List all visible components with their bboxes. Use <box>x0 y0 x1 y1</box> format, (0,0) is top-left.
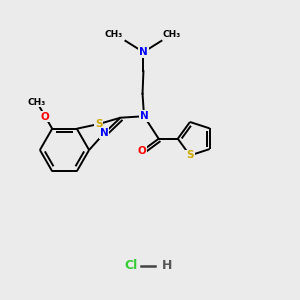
Text: S: S <box>186 151 194 160</box>
Text: H: H <box>162 259 172 272</box>
Text: Cl: Cl <box>125 259 138 272</box>
Text: CH₃: CH₃ <box>28 98 46 106</box>
Text: N: N <box>100 128 109 138</box>
Text: S: S <box>95 119 103 129</box>
Text: CH₃: CH₃ <box>163 30 181 39</box>
Text: O: O <box>137 146 146 156</box>
Text: O: O <box>41 112 50 122</box>
Text: CH₃: CH₃ <box>104 30 122 39</box>
Text: N: N <box>139 47 148 57</box>
Text: N: N <box>140 111 148 121</box>
